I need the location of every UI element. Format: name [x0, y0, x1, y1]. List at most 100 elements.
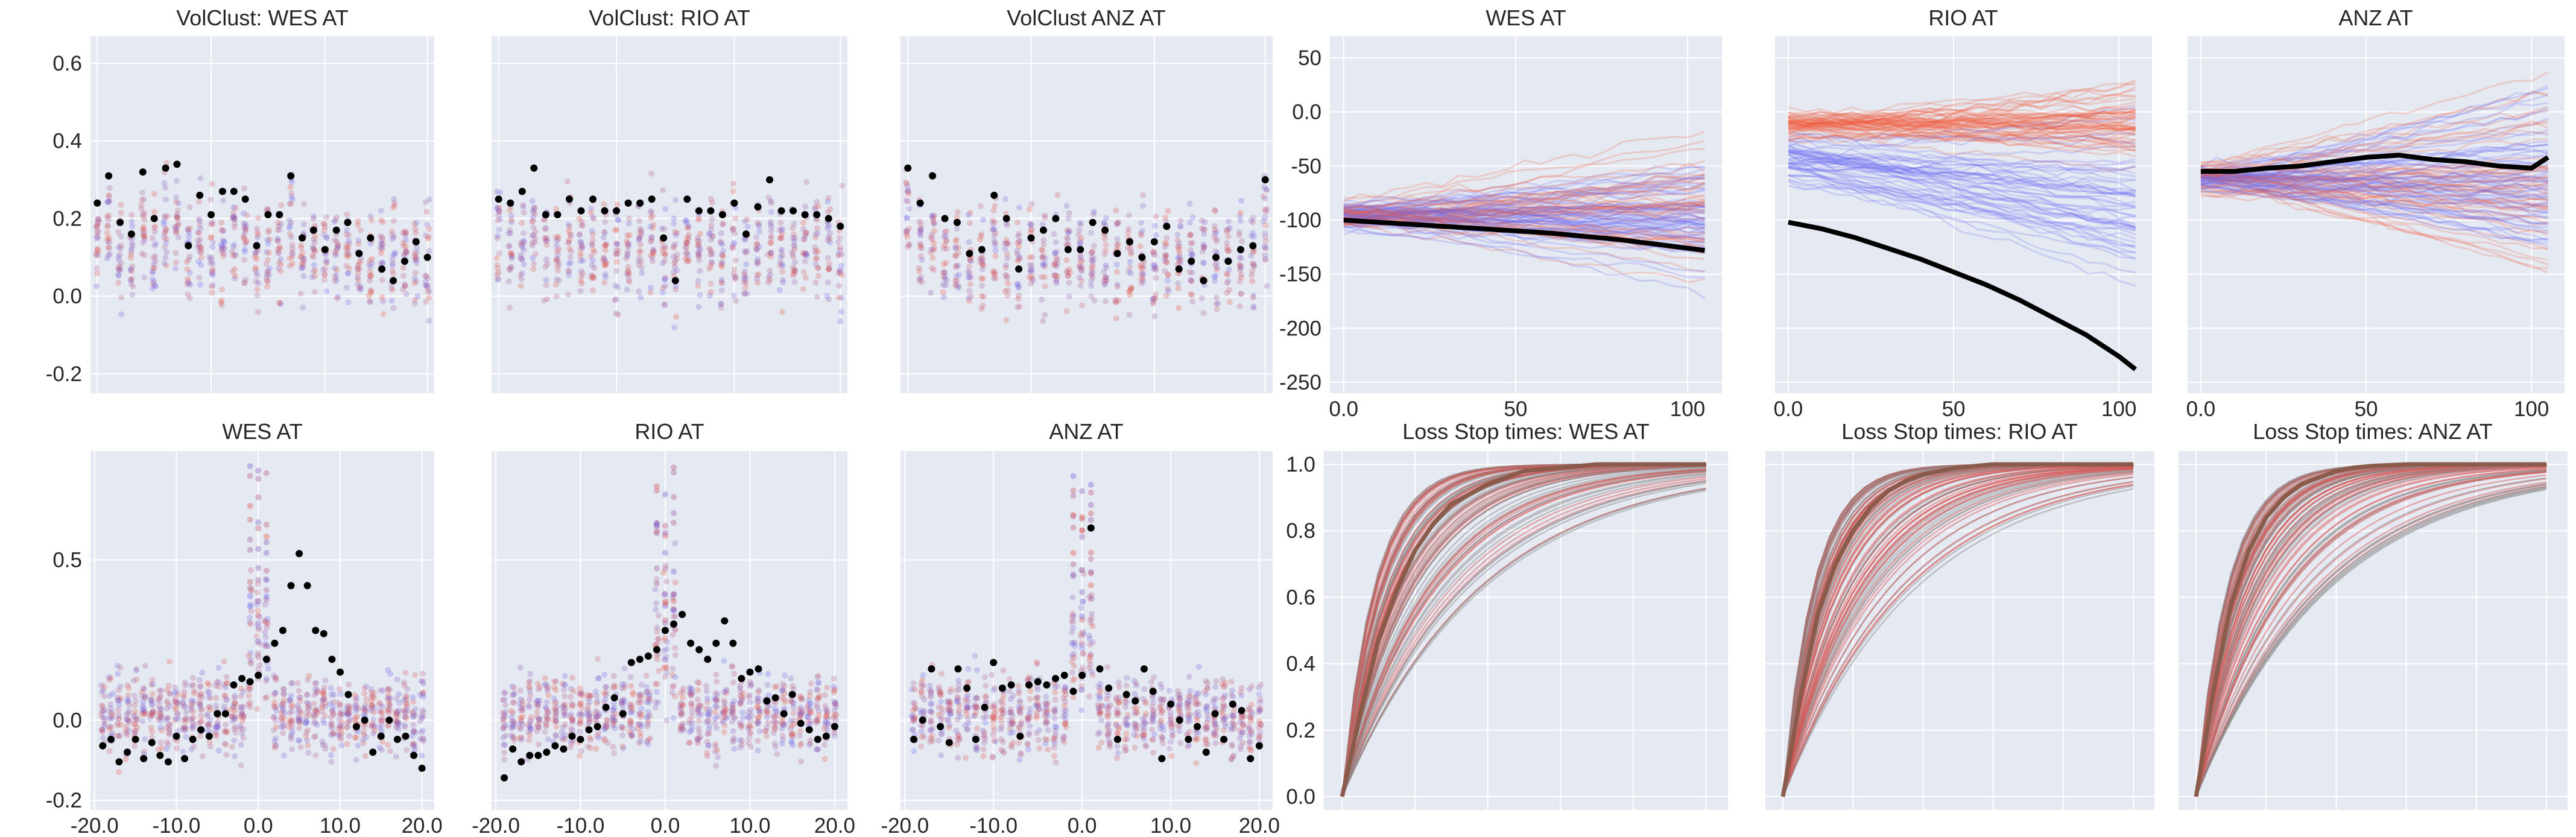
- sample-point: [821, 692, 828, 698]
- sample-point: [323, 234, 330, 241]
- sample-point: [1039, 246, 1045, 253]
- sample-point: [771, 705, 778, 712]
- sample-point: [499, 710, 506, 716]
- sample-point: [122, 727, 129, 733]
- sample-point: [1089, 615, 1095, 622]
- sample-point: [1018, 719, 1025, 725]
- sample-point: [577, 710, 584, 716]
- sample-point: [953, 264, 960, 270]
- sample-point: [566, 227, 572, 234]
- data-marks: [499, 464, 840, 782]
- sample-point: [720, 708, 727, 715]
- sample-point: [919, 693, 925, 700]
- sample-point: [684, 239, 691, 245]
- sample-point: [1052, 759, 1059, 766]
- sample-point: [255, 525, 262, 532]
- sample-point: [1192, 711, 1199, 718]
- sample-point: [423, 232, 429, 239]
- sample-point: [508, 724, 515, 730]
- sample-point: [1079, 613, 1086, 620]
- sample-point: [601, 255, 607, 262]
- sample-point: [157, 739, 164, 746]
- sample-point: [1149, 737, 1156, 744]
- sample-point: [239, 710, 245, 717]
- sample-point: [763, 707, 770, 714]
- sample-point: [603, 261, 609, 268]
- sample-point: [1229, 753, 1236, 760]
- sample-point: [133, 698, 139, 704]
- sample-point: [837, 247, 843, 253]
- sample-point: [755, 720, 762, 727]
- sample-point: [255, 232, 261, 238]
- sample-point: [221, 659, 227, 665]
- mean-point: [530, 164, 538, 172]
- sample-point: [688, 692, 694, 699]
- sample-point: [569, 674, 575, 681]
- sample-point: [273, 707, 279, 714]
- sample-point: [791, 232, 797, 238]
- sample-point: [403, 250, 410, 256]
- sample-point: [1087, 481, 1094, 488]
- sample-point: [917, 242, 924, 248]
- mean-point: [495, 195, 502, 203]
- sample-point: [1201, 227, 1208, 233]
- sample-point: [247, 503, 253, 510]
- sample-point: [565, 268, 572, 274]
- sample-point: [95, 251, 101, 258]
- sample-point: [181, 689, 188, 695]
- mean-point: [1212, 253, 1220, 261]
- sample-point: [519, 256, 525, 262]
- sample-point: [385, 707, 391, 714]
- sample-point: [587, 745, 593, 751]
- mean-point: [937, 722, 945, 730]
- sample-point: [1160, 727, 1166, 733]
- sample-point: [529, 218, 536, 225]
- sample-point: [535, 721, 542, 728]
- sample-point: [1016, 687, 1022, 694]
- sample-point: [578, 241, 585, 248]
- sample-point: [709, 259, 715, 265]
- sample-point: [824, 254, 831, 261]
- mean-point: [554, 211, 562, 218]
- sample-point: [1115, 731, 1121, 738]
- sample-point: [647, 223, 654, 230]
- sample-point: [116, 733, 122, 740]
- sample-point: [1163, 259, 1170, 266]
- sample-point: [625, 240, 631, 247]
- sample-point: [116, 267, 123, 273]
- sample-point: [517, 665, 524, 671]
- sample-point: [1113, 207, 1119, 213]
- sample-point: [106, 198, 113, 204]
- sample-point: [532, 251, 539, 257]
- sample-point: [931, 240, 937, 247]
- sample-point: [101, 722, 108, 729]
- sample-point: [1258, 722, 1264, 728]
- sample-point: [1185, 716, 1192, 722]
- sample-point: [565, 239, 572, 245]
- sample-point: [1237, 267, 1244, 273]
- sample-point: [738, 724, 745, 731]
- sample-point: [729, 701, 736, 708]
- sample-point: [1127, 245, 1134, 252]
- sample-point: [671, 590, 677, 597]
- sample-point: [1228, 678, 1235, 685]
- sample-point: [671, 626, 678, 633]
- sample-point: [362, 708, 369, 715]
- sample-point: [271, 692, 277, 698]
- sample-point: [173, 223, 180, 230]
- sample-point: [579, 223, 586, 229]
- mean-point: [221, 710, 229, 718]
- sample-point: [232, 275, 238, 282]
- sample-point: [1199, 248, 1206, 255]
- sample-point: [1175, 723, 1182, 730]
- sample-point: [115, 697, 121, 704]
- sample-point: [721, 713, 728, 720]
- sample-point: [791, 268, 797, 274]
- sample-point: [672, 286, 679, 293]
- sample-point: [542, 728, 548, 735]
- sample-point: [263, 533, 270, 540]
- sample-point: [677, 704, 684, 710]
- sample-point: [394, 709, 401, 715]
- sample-point: [662, 617, 668, 624]
- sample-point: [677, 690, 684, 696]
